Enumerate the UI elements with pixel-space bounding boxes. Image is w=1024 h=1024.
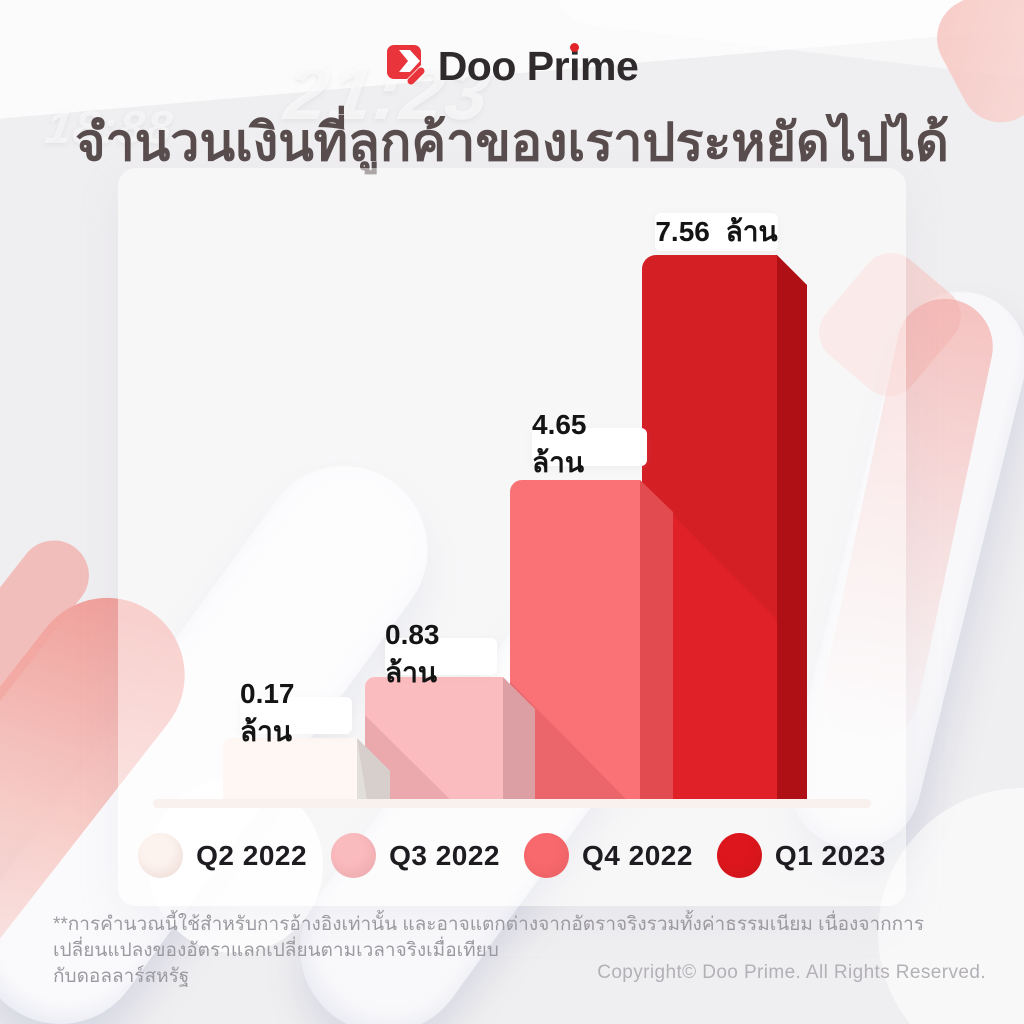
disclaimer-text: **การคำนวณนี้ใช้สำหรับการอ้างอิงเท่านั้น… bbox=[53, 912, 983, 990]
decor-pink-bar-left-inner bbox=[0, 526, 104, 814]
legend-item-q2-2022: Q2 2022 bbox=[138, 833, 307, 878]
legend-swatch-q3-2022 bbox=[331, 833, 377, 878]
disclaimer-line-2: กับดอลลาร์สหรัฐ bbox=[53, 966, 190, 987]
chart-baseline bbox=[153, 799, 871, 808]
legend-label-q3-2022: Q3 2022 bbox=[389, 839, 500, 871]
doo-prime-logo-icon bbox=[386, 45, 425, 85]
brand-logo: Doo Prime bbox=[0, 44, 1024, 88]
value-label-q1-2023: 7.56 ล้าน bbox=[655, 213, 778, 251]
wordmark-part-1: Doo Pr bbox=[437, 42, 570, 89]
value-label-q2-2022: 0.17 ล้าน bbox=[240, 678, 352, 747]
doo-prime-wordmark: Doo Prime bbox=[437, 42, 639, 89]
bar-q4-2022-side bbox=[640, 480, 673, 800]
legend-label-q1-2023: Q1 2023 bbox=[774, 839, 886, 871]
legend-swatch-q4-2022 bbox=[524, 833, 569, 878]
legend-item-q3-2022: Q3 2022 bbox=[331, 833, 500, 878]
value-label-q3-2022: 0.83 ล้าน bbox=[385, 619, 497, 688]
legend-item-q1-2023: Q1 2023 bbox=[716, 833, 886, 878]
chart-legend: Q2 2022 Q3 2022 Q4 2022 Q1 2023 bbox=[0, 833, 1024, 878]
value-label-q4-2022: 4.65 ล้าน bbox=[532, 409, 647, 478]
legend-swatch-q2-2022 bbox=[138, 833, 184, 878]
page-title: จำนวนเงินที่ลูกค้าของเราประหยัดไปได้ bbox=[75, 114, 949, 172]
legend-label-q4-2022: Q4 2022 bbox=[582, 839, 693, 871]
legend-item-q4-2022: Q4 2022 bbox=[524, 833, 693, 878]
copyright-text: Copyright© Doo Prime. All Rights Reserve… bbox=[597, 962, 986, 983]
legend-swatch-q1-2023 bbox=[716, 833, 762, 878]
wordmark-part-i: i bbox=[569, 42, 581, 89]
legend-label-q2-2022: Q2 2022 bbox=[196, 839, 308, 871]
bar-q2-2022 bbox=[223, 738, 357, 800]
disclaimer-line-1: **การคำนวณนี้ใช้สำหรับการอ้างอิงเท่านั้น… bbox=[53, 914, 925, 961]
wordmark-part-2: me bbox=[580, 42, 639, 89]
bar-q1-2023-side bbox=[777, 255, 807, 800]
